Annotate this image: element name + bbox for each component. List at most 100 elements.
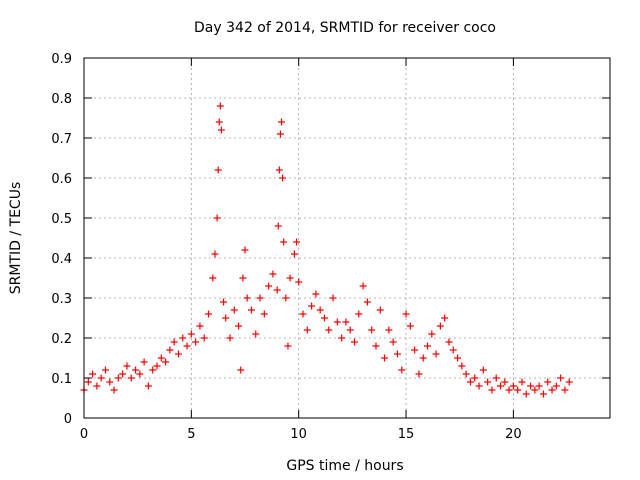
data-point — [462, 370, 470, 378]
data-point — [290, 250, 298, 258]
data-point — [557, 374, 565, 382]
data-point — [123, 362, 131, 370]
data-point — [153, 362, 161, 370]
data-point — [209, 274, 217, 282]
data-point — [522, 390, 530, 398]
data-point — [222, 314, 230, 322]
y-tick-label: 0.7 — [51, 132, 72, 147]
data-point — [241, 246, 249, 254]
series-group — [80, 102, 573, 398]
data-point — [97, 374, 105, 382]
data-point — [385, 326, 393, 334]
data-point — [346, 326, 354, 334]
data-point — [243, 294, 251, 302]
data-point — [214, 166, 222, 174]
data-point — [548, 386, 556, 394]
data-point — [200, 334, 208, 342]
y-tick-label: 0.3 — [51, 292, 72, 307]
data-point — [226, 334, 234, 342]
data-point — [282, 294, 290, 302]
data-point — [196, 322, 204, 330]
data-point — [89, 370, 97, 378]
data-point — [110, 386, 118, 394]
x-tick-label: 20 — [505, 427, 522, 442]
data-point — [535, 382, 543, 390]
x-tick-label: 10 — [290, 427, 307, 442]
data-point — [316, 306, 324, 314]
data-point — [544, 378, 552, 386]
data-point — [355, 310, 363, 318]
data-point — [351, 338, 359, 346]
data-point — [276, 130, 284, 138]
data-point — [320, 314, 328, 322]
data-point — [295, 278, 303, 286]
data-point — [389, 338, 397, 346]
data-point — [101, 366, 109, 374]
plot-frame — [83, 57, 611, 419]
data-point — [284, 342, 292, 350]
x-tick-label: 15 — [398, 427, 415, 442]
data-point — [479, 366, 487, 374]
y-tick-label: 0.1 — [51, 372, 72, 387]
data-point — [174, 350, 182, 358]
data-point — [265, 282, 273, 290]
data-point — [398, 366, 406, 374]
data-point — [411, 346, 419, 354]
data-point — [531, 386, 539, 394]
data-point — [269, 270, 277, 278]
x-axis-label: GPS time / hours — [286, 458, 403, 474]
data-point — [211, 250, 219, 258]
data-point — [325, 326, 333, 334]
data-point — [205, 310, 213, 318]
data-point — [393, 350, 401, 358]
data-point — [372, 342, 380, 350]
data-point — [338, 334, 346, 342]
y-tick-label: 0.4 — [51, 252, 72, 267]
data-point — [428, 330, 436, 338]
data-point — [312, 290, 320, 298]
data-point — [247, 306, 255, 314]
data-point — [552, 382, 560, 390]
data-point — [170, 338, 178, 346]
data-point — [475, 382, 483, 390]
data-point — [149, 366, 157, 374]
data-point — [183, 342, 191, 350]
data-point — [303, 326, 311, 334]
data-point — [162, 358, 170, 366]
data-point — [279, 174, 287, 182]
data-point — [286, 274, 294, 282]
data-point — [406, 322, 414, 330]
data-point — [466, 378, 474, 386]
data-point — [381, 354, 389, 362]
data-point — [106, 378, 114, 386]
data-point — [119, 370, 127, 378]
data-point — [132, 366, 140, 374]
data-point — [217, 126, 225, 134]
data-point — [368, 326, 376, 334]
data-point — [114, 374, 122, 382]
y-tick-label: 0 — [64, 412, 72, 427]
data-point — [293, 238, 301, 246]
data-point — [278, 118, 286, 126]
data-point — [275, 166, 283, 174]
data-point — [436, 322, 444, 330]
data-point — [215, 118, 223, 126]
data-point — [492, 374, 500, 382]
data-point — [363, 298, 371, 306]
data-point — [237, 366, 245, 374]
data-point — [216, 102, 224, 110]
data-point — [256, 294, 264, 302]
data-point — [187, 330, 195, 338]
data-point — [497, 382, 505, 390]
tick-labels: 0 0.1 0.2 0.3 0.4 0.5 0.6 0.7 0.8 0.9 0 5 10 15 20 — [51, 52, 521, 442]
data-point — [273, 286, 281, 294]
data-point — [127, 374, 135, 382]
axis-ticks — [83, 57, 610, 419]
data-point — [484, 378, 492, 386]
data-point — [213, 214, 221, 222]
y-axis-label: SRMTID / TECUs — [8, 182, 24, 295]
data-point — [561, 386, 569, 394]
data-point — [140, 358, 148, 366]
data-point — [501, 378, 509, 386]
